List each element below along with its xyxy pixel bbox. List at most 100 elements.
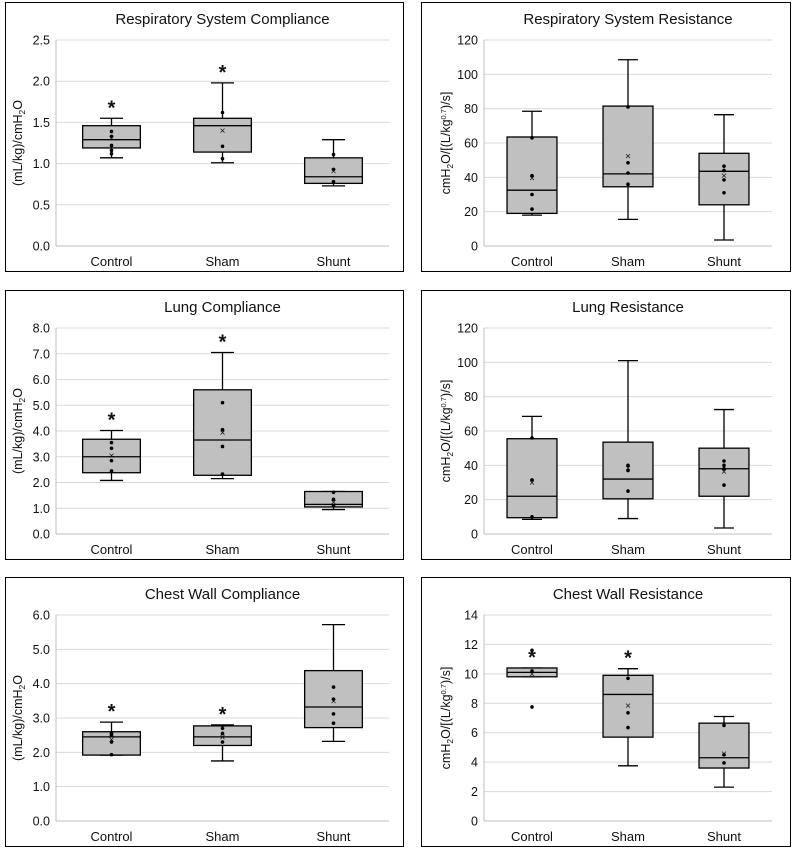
data-point [109, 440, 114, 445]
chart-title: Chest Wall Resistance [553, 586, 703, 603]
data-point [331, 497, 336, 502]
box-sham: × [602, 59, 654, 221]
data-point [722, 190, 726, 195]
chart-title: Respiratory System Resistance [523, 11, 732, 28]
x-category-label: Sham [206, 829, 240, 844]
data-point [722, 483, 726, 487]
y-tick-label: 100 [457, 356, 478, 370]
data-point [530, 478, 534, 482]
y-tick-label: 0.0 [33, 815, 50, 829]
y-tick-label: 5.0 [33, 643, 50, 657]
y-axis-label: (mL/kg)/cmH2O [11, 675, 27, 761]
data-point [530, 669, 534, 673]
y-tick-label: 14 [464, 609, 478, 623]
mean-marker: × [721, 171, 727, 182]
data-point [530, 173, 534, 178]
data-point [530, 136, 534, 140]
y-tick-label: 2.0 [33, 476, 50, 490]
box-sham: ×* [602, 648, 654, 767]
x-category-label: Shunt [707, 829, 741, 844]
data-point [331, 503, 336, 508]
data-point [109, 740, 114, 744]
box-iqr [192, 725, 253, 747]
x-category-label: Control [91, 254, 133, 269]
box-sham: ×* [192, 62, 253, 164]
data-point [220, 731, 225, 736]
box-iqr [698, 722, 750, 769]
y-tick-label: 60 [464, 137, 478, 151]
panel-chest-wall-compliance: Chest Wall Compliance 0.0 1.0 2.0 3.0 4.0 5.0 6… [5, 577, 404, 847]
data-point [530, 436, 534, 440]
y-tick-label: 0.0 [33, 528, 50, 542]
mean-marker: × [721, 467, 727, 478]
data-point [331, 712, 336, 716]
box-control: × [506, 415, 558, 521]
mean-marker: × [331, 696, 337, 707]
mean-marker: × [331, 497, 337, 508]
box-sham: ×* [192, 704, 253, 762]
y-axis-label: (mL/kg)/cmH2O [11, 388, 27, 474]
y-axis-label: cmH2O/[(L/kg0.7)/s] [439, 92, 455, 195]
y-tick-label: 6 [471, 726, 478, 740]
chart-title: Respiratory System Compliance [115, 11, 329, 28]
significance-star: * [108, 97, 116, 119]
y-tick-label: 80 [464, 390, 478, 404]
chart-svg: Lung Resistance 0 20 40 60 80 100 120 cmH2O/[(L/… [439, 299, 772, 557]
y-tick-label: 40 [464, 171, 478, 185]
data-point [722, 466, 726, 471]
mean-marker: × [109, 735, 115, 746]
mean-marker: × [529, 478, 535, 489]
box-shunt: × [303, 490, 364, 511]
y-tick-label: 100 [457, 68, 478, 82]
chart-title: Lung Resistance [572, 299, 684, 316]
data-point [220, 472, 225, 476]
data-point [220, 427, 225, 432]
box-control: ×* [506, 647, 558, 709]
data-point [722, 463, 726, 468]
data-point [722, 178, 726, 182]
y-tick-label: 10 [464, 667, 478, 681]
y-tick-label: 1.0 [33, 780, 50, 794]
box-shunt: × [698, 114, 750, 241]
x-category-label: Shunt [317, 829, 351, 844]
y-tick-label: 12 [464, 638, 478, 652]
y-tick-label: 20 [464, 493, 478, 507]
data-point [530, 515, 534, 519]
x-category-label: Control [511, 542, 553, 557]
data-point [626, 676, 630, 681]
mean-marker: × [220, 732, 226, 743]
data-point [109, 752, 114, 757]
data-point [331, 167, 336, 172]
y-axis-label: cmH2O/[(L/kg0.7)/s] [439, 380, 455, 483]
box-iqr [698, 447, 750, 497]
data-point [626, 171, 630, 175]
data-point [109, 469, 114, 473]
y-tick-label: 5.0 [33, 399, 50, 413]
significance-star: * [528, 647, 536, 669]
data-point [331, 490, 336, 495]
data-point [220, 444, 225, 449]
y-tick-label: 2.5 [33, 34, 50, 48]
data-point [626, 489, 630, 493]
y-tick-label: 1.5 [33, 116, 50, 130]
significance-star: * [108, 409, 116, 431]
y-tick-label: 2.0 [33, 75, 50, 89]
x-category-label: Sham [611, 254, 645, 269]
box-shunt: × [698, 408, 750, 529]
box-control: ×* [81, 409, 142, 482]
panel-respiratory-system-resistance: Respiratory System Resistance 0 20 40 60 80 10… [421, 2, 791, 272]
y-tick-label: 8.0 [33, 322, 50, 336]
data-point [722, 168, 726, 173]
data-point [220, 726, 225, 731]
y-tick-label: 1.0 [33, 502, 50, 516]
y-tick-label: 3.0 [33, 450, 50, 464]
y-tick-label: 6.0 [33, 609, 50, 623]
panel-lung-resistance: Lung Resistance 0 20 40 60 80 100 120 cmH2O/[(L/… [421, 290, 791, 560]
data-point [331, 685, 336, 689]
y-tick-label: 0.5 [33, 198, 50, 212]
y-tick-label: 4 [471, 756, 478, 770]
y-tick-label: 2 [471, 785, 478, 799]
data-point [626, 160, 630, 165]
y-tick-label: 3.0 [33, 712, 50, 726]
x-category-label: Control [511, 829, 553, 844]
